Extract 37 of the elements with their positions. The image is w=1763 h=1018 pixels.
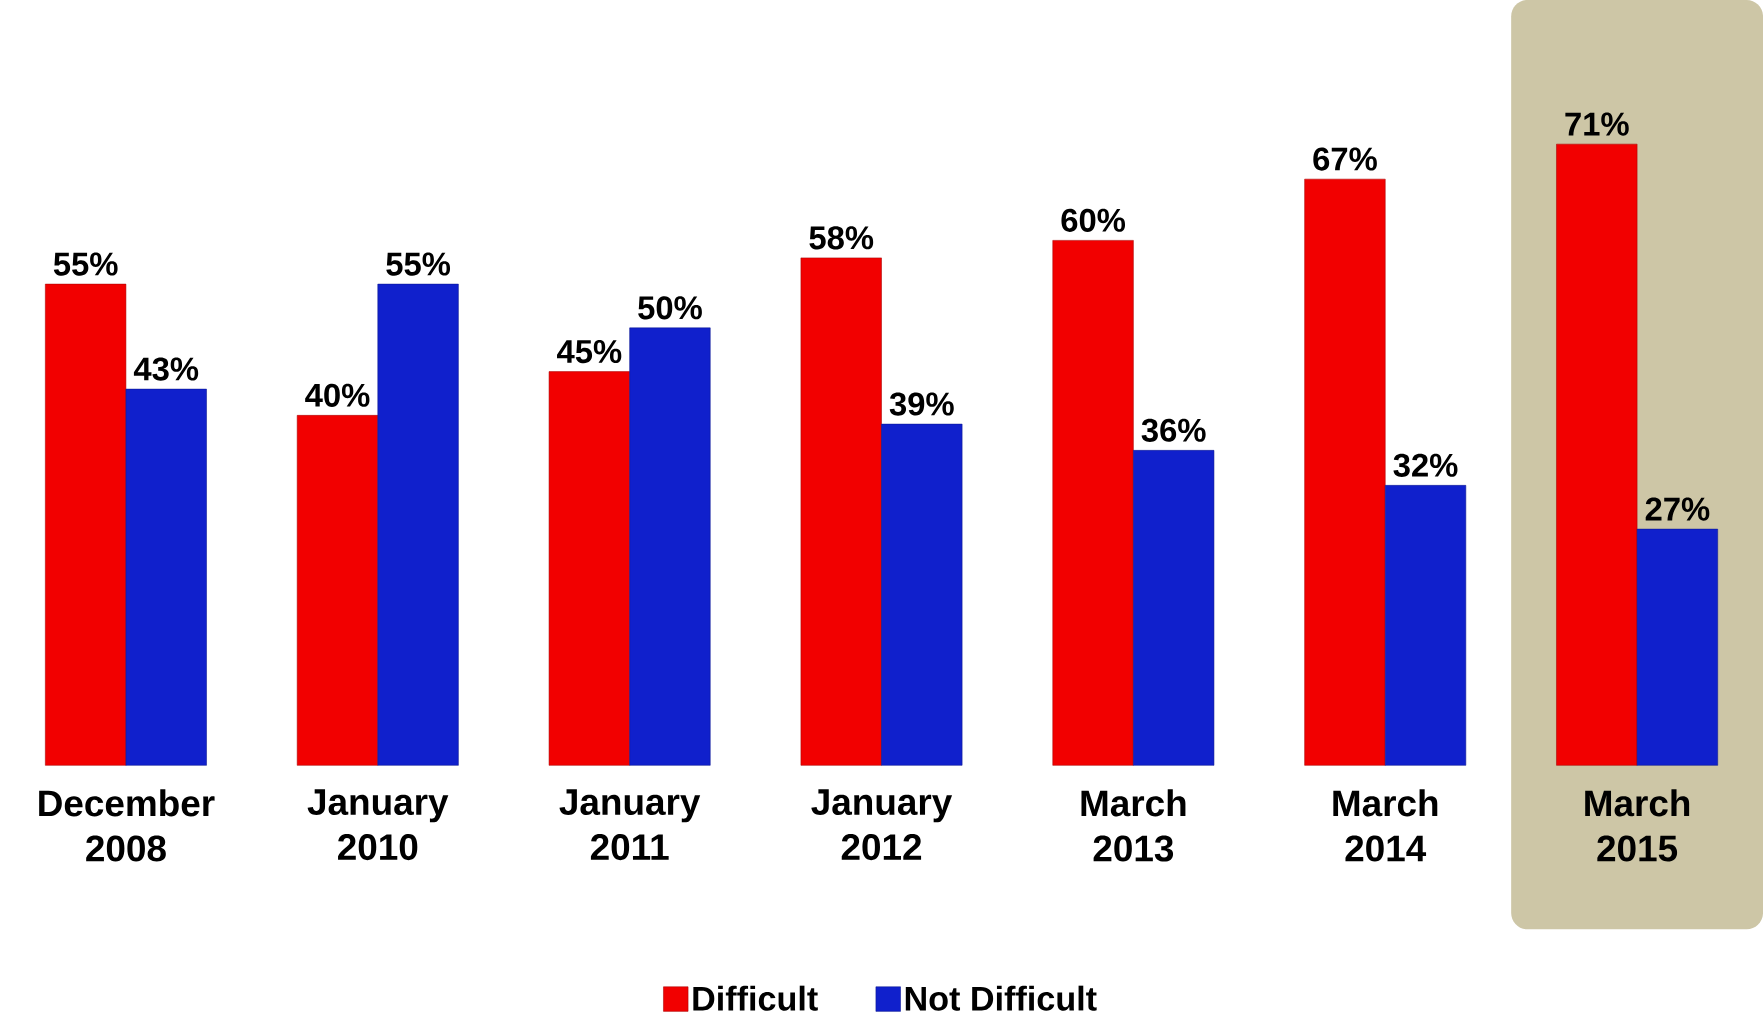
- bar: [548, 371, 630, 766]
- x-tick-label: January 2012: [811, 789, 953, 861]
- data-label: 67%: [1313, 147, 1377, 171]
- legend-label: Not Difficult: [905, 985, 1097, 1011]
- x-tick-label: January 2011: [559, 789, 701, 861]
- bar: [1384, 485, 1467, 766]
- bar: [629, 327, 711, 766]
- data-label: 43%: [133, 357, 199, 381]
- data-label: 27%: [1645, 497, 1710, 521]
- bar: [1133, 450, 1215, 766]
- legend-label: Difficult: [693, 985, 818, 1011]
- data-label: 32%: [1393, 453, 1458, 477]
- data-label: 55%: [53, 252, 118, 276]
- data-label: 58%: [809, 226, 874, 250]
- bar: [125, 388, 207, 766]
- data-label: 45%: [557, 340, 622, 364]
- x-tick-label: March 2013: [1081, 789, 1186, 862]
- bar: [1304, 178, 1386, 766]
- data-label: 71%: [1565, 112, 1629, 136]
- bar: [377, 283, 459, 766]
- data-label: 39%: [889, 392, 954, 416]
- bar: [45, 283, 127, 766]
- x-tick-label: January 2010: [307, 789, 449, 861]
- bar: [1052, 240, 1134, 766]
- bar: [1636, 528, 1718, 766]
- x-tick-label: March 2014: [1333, 789, 1438, 862]
- data-label: 55%: [386, 252, 451, 276]
- x-tick-label: December 2008: [39, 789, 215, 862]
- data-label: 36%: [1141, 418, 1206, 442]
- data-label: 60%: [1061, 208, 1126, 232]
- bar: [296, 415, 379, 766]
- bar: [1556, 143, 1638, 766]
- x-tick-label: March 2015: [1585, 789, 1690, 862]
- data-label: 40%: [305, 383, 370, 407]
- bar: [881, 423, 963, 766]
- data-label: 50%: [638, 296, 702, 320]
- bar: [800, 257, 882, 766]
